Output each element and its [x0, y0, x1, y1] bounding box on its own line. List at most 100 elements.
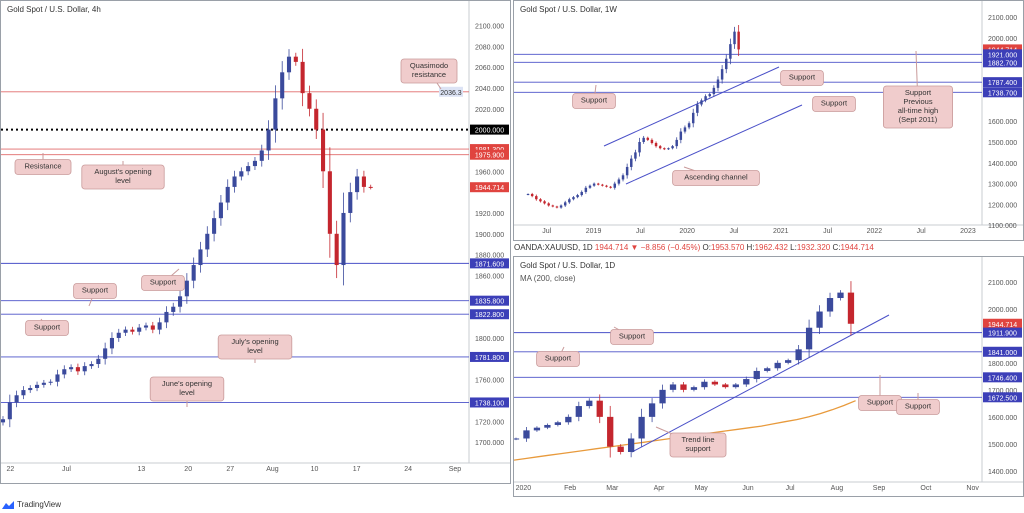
time-tick-label: Jul: [917, 228, 926, 235]
candle: [596, 400, 603, 417]
chart-canvas-1d[interactable]: 2100.000 2000.000 1800.000 1700.000 1600.000…: [514, 257, 1023, 496]
time-tick-label: Jul: [729, 228, 738, 235]
annotation-text: Support: [905, 402, 932, 411]
candle: [232, 176, 237, 187]
time-tick-label: 2021: [773, 228, 789, 235]
channel-line: [603, 66, 780, 147]
annotation-text: Support: [619, 332, 646, 341]
chart-panel-1w[interactable]: 2100.000 2000.000 1600.000 1500.000 1400.000…: [513, 0, 1024, 241]
candle: [327, 171, 332, 234]
chart-canvas-1w[interactable]: 2100.000 2000.000 1600.000 1500.000 1400.000…: [514, 1, 1023, 240]
level-price-tag: [470, 149, 509, 160]
candle: [526, 194, 530, 196]
candle: [89, 364, 94, 367]
candle: [334, 233, 339, 266]
candle: [355, 176, 360, 193]
candle: [137, 327, 142, 332]
time-tick-label: Jul: [786, 485, 795, 492]
candle: [725, 58, 728, 70]
candle: [634, 152, 637, 159]
chart-title-1w: Gold Spot / U.S. Dollar, 1W: [520, 5, 617, 14]
price-tick-label: 2100.000: [988, 280, 1017, 287]
candle: [554, 422, 562, 425]
annotation-text: Trend line support: [681, 435, 714, 453]
price-tick-label: 1800.000: [475, 336, 504, 343]
annotation-callout: [610, 329, 654, 345]
time-tick-label: 20: [184, 466, 192, 473]
candle: [658, 146, 662, 149]
chart-canvas-4h[interactable]: 2100.000 2080.000 2060.000 2040.000 2020.000…: [1, 1, 510, 483]
trend-line: [631, 314, 890, 453]
candle: [613, 183, 616, 188]
candle: [293, 56, 298, 62]
candle: [565, 416, 572, 423]
candle: [716, 79, 720, 88]
level-price-label: 1921.000: [988, 52, 1017, 59]
candle: [650, 139, 654, 144]
candle: [601, 184, 604, 186]
candle: [774, 362, 781, 369]
annotation-text: Support: [789, 73, 816, 82]
candle: [266, 129, 271, 151]
candle: [712, 87, 716, 95]
candle: [667, 148, 670, 150]
candle: [314, 108, 319, 130]
ohlc-open: 1953.570: [710, 243, 745, 252]
candle: [671, 146, 674, 149]
candle: [280, 72, 285, 99]
time-tick-label: 13: [138, 466, 146, 473]
annotation-text: Support: [34, 323, 61, 332]
level-price-tag: [983, 49, 1022, 60]
price-tick-label: 1880.000: [475, 253, 504, 260]
time-tick-label: Aug: [266, 466, 279, 473]
candle: [21, 390, 26, 396]
candle: [530, 194, 534, 197]
candle: [225, 186, 230, 203]
candle: [628, 438, 635, 452]
price-tick-label: 1100.000: [988, 223, 1017, 230]
candle: [103, 348, 108, 359]
candle: [621, 175, 625, 180]
level-price-label: 1841.000: [988, 350, 1017, 357]
candle: [576, 195, 579, 198]
level-price-label: 1822.800: [475, 312, 504, 319]
price-tick-label: 2100.000: [988, 15, 1017, 22]
price-tick-label: 2080.000: [475, 44, 504, 51]
candle: [116, 332, 121, 338]
annotation-callout: [669, 432, 727, 458]
annotation-text: Ascending channel: [684, 173, 748, 182]
candle: [654, 143, 658, 147]
price-tick-label: 1400.000: [988, 161, 1017, 168]
chart-panel-1d[interactable]: 2100.000 2000.000 1800.000 1700.000 1600.000…: [513, 256, 1024, 497]
candle: [680, 384, 687, 390]
level-price-label: 1746.400: [988, 375, 1017, 382]
level-price-tag: [983, 327, 1022, 338]
candle: [300, 61, 305, 94]
candle: [708, 94, 711, 97]
ohlc-change: ▼ −8.856 (−0.45%): [630, 243, 701, 252]
tradingview-icon: [2, 500, 14, 509]
candle: [41, 382, 46, 385]
annotation-callout: [572, 93, 616, 109]
candle: [729, 44, 732, 59]
chart-panel-4h[interactable]: 2100.000 2080.000 2060.000 2040.000 2020.000…: [0, 0, 511, 484]
candle: [642, 137, 645, 142]
candle: [82, 366, 87, 372]
candle: [361, 176, 366, 187]
candle: [286, 56, 292, 73]
tradingview-logo[interactable]: TradingView: [2, 500, 61, 509]
candle: [205, 233, 210, 250]
candle: [544, 424, 551, 428]
candle: [659, 389, 666, 404]
annotation-text: June's opening level: [162, 379, 212, 397]
candle: [737, 31, 740, 50]
ohlc-symbol: OANDA:XAUUSD, 1D: [514, 243, 593, 252]
time-tick-label: Jun: [742, 485, 753, 492]
candle: [341, 212, 346, 266]
candle: [551, 205, 555, 207]
level-price-label: 1738.700: [988, 90, 1017, 97]
candle: [690, 387, 698, 390]
price-tick-label: 1500.000: [988, 442, 1017, 449]
ohlc-price: 1944.714: [594, 243, 629, 252]
candle: [847, 292, 855, 324]
